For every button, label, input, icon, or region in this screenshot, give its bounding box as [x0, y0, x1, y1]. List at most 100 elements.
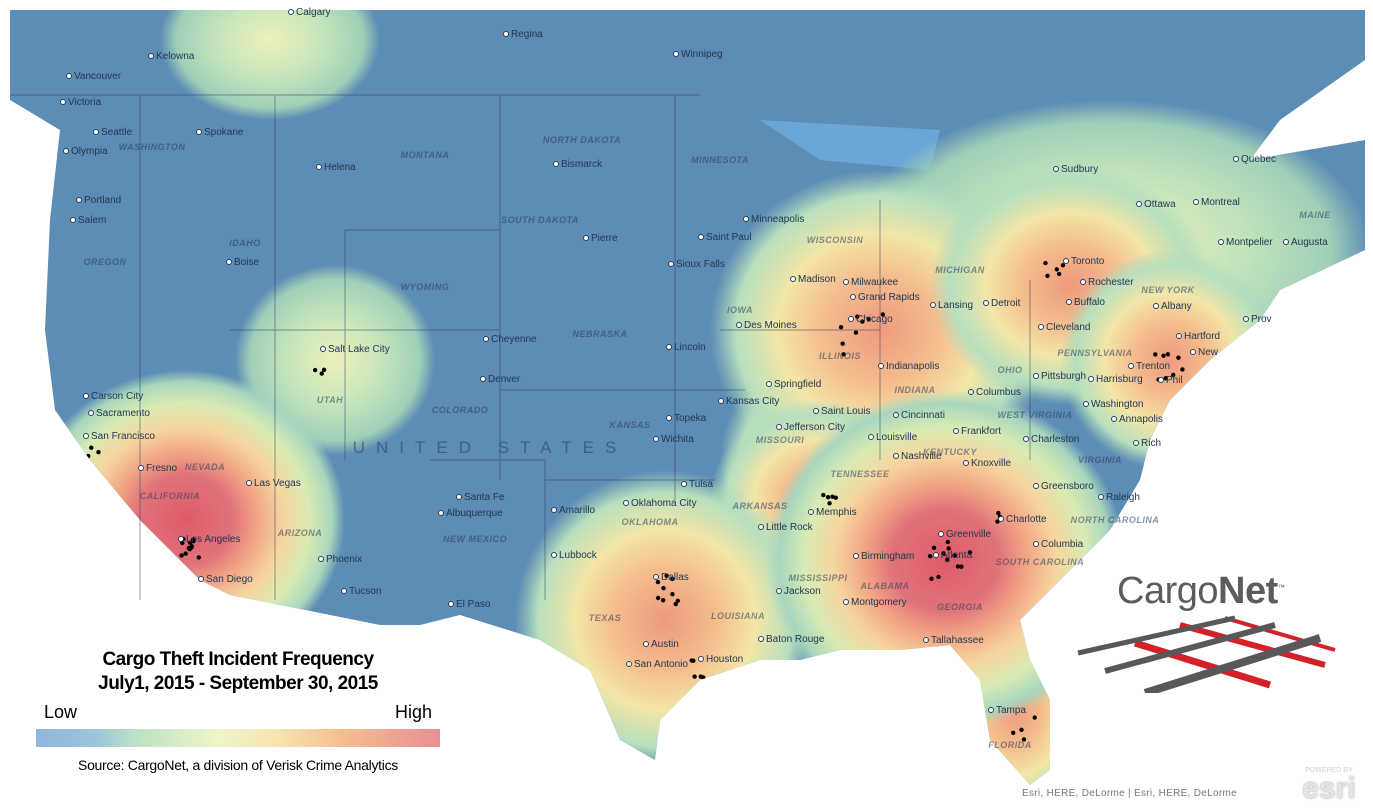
incident-dot[interactable]	[833, 495, 839, 500]
incident-dot[interactable]	[853, 330, 859, 335]
city-label[interactable]: Portland	[76, 195, 121, 206]
incident-dot[interactable]	[1161, 353, 1166, 358]
city-label[interactable]: Jackson	[776, 586, 821, 597]
incident-dot[interactable]	[655, 595, 661, 601]
city-label[interactable]: Austin	[643, 639, 679, 650]
city-label[interactable]: Quebec	[1233, 154, 1276, 165]
city-label[interactable]: Amarillo	[551, 505, 595, 516]
city-label[interactable]: Victoria	[60, 97, 101, 108]
incident-dot[interactable]	[179, 553, 184, 558]
city-label[interactable]: Salem	[70, 215, 106, 226]
incident-dot[interactable]	[1021, 737, 1027, 742]
city-label[interactable]: Memphis	[808, 507, 857, 518]
incident-dot[interactable]	[321, 367, 327, 372]
city-label[interactable]: Albany	[1153, 301, 1192, 312]
incident-dot[interactable]	[89, 445, 94, 450]
city-label[interactable]: Rich	[1133, 438, 1161, 449]
city-label[interactable]: Pittsburgh	[1033, 371, 1086, 382]
city-label[interactable]: Chicago	[848, 314, 893, 325]
city-label[interactable]: Cheyenne	[483, 334, 537, 345]
city-label[interactable]: Sioux Falls	[668, 259, 725, 270]
incident-dot[interactable]	[1032, 715, 1037, 720]
incident-dot[interactable]	[929, 576, 934, 581]
incident-dot[interactable]	[698, 674, 703, 679]
city-label[interactable]: Indianapolis	[878, 361, 939, 372]
city-label[interactable]: Trenton	[1128, 361, 1170, 372]
city-label[interactable]: Toronto	[1063, 256, 1104, 267]
incident-dot[interactable]	[675, 598, 681, 604]
city-label[interactable]: San Diego	[198, 574, 253, 585]
city-label[interactable]: Minneapolis	[743, 214, 804, 225]
city-label[interactable]: Milwaukee	[843, 277, 898, 288]
city-label[interactable]: Frankfort	[953, 426, 1001, 437]
city-label[interactable]: Hartford	[1176, 331, 1220, 342]
city-label[interactable]: Tallahassee	[923, 635, 984, 646]
city-label[interactable]: Boise	[226, 257, 259, 268]
city-label[interactable]: Buffalo	[1066, 297, 1105, 308]
incident-dot[interactable]	[670, 592, 675, 597]
city-label[interactable]: Greenville	[938, 529, 991, 540]
city-label[interactable]: Washington	[1083, 399, 1143, 410]
city-label[interactable]: Montpelier	[1218, 237, 1273, 248]
city-label[interactable]: Los Angeles	[178, 534, 241, 545]
city-label[interactable]: Kansas City	[718, 396, 779, 407]
city-label[interactable]: Olympia	[63, 146, 108, 157]
incident-dot[interactable]	[825, 494, 831, 500]
incident-dot[interactable]	[959, 564, 964, 569]
city-label[interactable]: Madison	[790, 274, 836, 285]
city-label[interactable]: Spokane	[196, 127, 243, 138]
city-label[interactable]: Charlotte	[998, 514, 1047, 525]
city-label[interactable]: Columbia	[1033, 539, 1083, 550]
incident-dot[interactable]	[319, 371, 324, 376]
city-label[interactable]: Augusta	[1283, 237, 1328, 248]
city-label[interactable]: Harrisburg	[1088, 374, 1143, 385]
city-label[interactable]: Lincoln	[666, 342, 706, 353]
city-label[interactable]: Sudbury	[1053, 164, 1098, 175]
incident-dot[interactable]	[1054, 267, 1059, 272]
city-label[interactable]: Greensboro	[1033, 481, 1094, 492]
city-label[interactable]: Salt Lake City	[320, 344, 390, 355]
city-label[interactable]: Tulsa	[681, 479, 713, 490]
city-label[interactable]: Topeka	[666, 413, 706, 424]
incident-dot[interactable]	[1176, 355, 1181, 360]
city-label[interactable]: Houston	[698, 654, 743, 665]
incident-dot[interactable]	[827, 501, 832, 506]
incident-dot[interactable]	[1180, 367, 1185, 372]
esri-badge[interactable]: POWERED BY esri	[1296, 766, 1362, 804]
city-label[interactable]: Santa Fe	[456, 492, 505, 503]
city-label[interactable]: Raleigh	[1098, 492, 1140, 503]
city-label[interactable]: Oklahoma City	[623, 498, 697, 509]
incident-dot[interactable]	[1045, 273, 1050, 279]
city-label[interactable]: New	[1190, 347, 1218, 358]
city-label[interactable]: Carson City	[83, 391, 143, 402]
city-label[interactable]: Cleveland	[1038, 322, 1090, 333]
city-label[interactable]: Kelowna	[148, 51, 194, 62]
city-label[interactable]: Knoxville	[963, 458, 1011, 469]
city-label[interactable]: Helena	[316, 162, 356, 173]
city-label[interactable]: Montreal	[1193, 197, 1240, 208]
incident-dot[interactable]	[931, 545, 937, 551]
city-label[interactable]: Winnipeg	[673, 49, 723, 60]
incident-dot[interactable]	[183, 551, 188, 556]
city-label[interactable]: Cincinnati	[893, 410, 945, 421]
incident-dot[interactable]	[1043, 260, 1048, 266]
incident-dot[interactable]	[96, 450, 101, 455]
incident-dot[interactable]	[945, 539, 951, 545]
city-label[interactable]: Pierre	[583, 233, 618, 244]
incident-dot[interactable]	[841, 352, 846, 357]
city-label[interactable]: Montgomery	[843, 597, 907, 608]
city-label[interactable]: Tucson	[341, 586, 381, 597]
city-label[interactable]: Ottawa	[1136, 199, 1176, 210]
city-label[interactable]: Little Rock	[758, 522, 813, 533]
incident-dot[interactable]	[196, 555, 201, 560]
city-label[interactable]: Baton Rouge	[758, 634, 824, 645]
city-label[interactable]: Charleston	[1023, 434, 1079, 445]
incident-dot[interactable]	[312, 367, 318, 373]
incident-dot[interactable]	[1056, 271, 1062, 277]
city-label[interactable]: Las Vegas	[246, 478, 301, 489]
city-label[interactable]: Birmingham	[853, 551, 914, 562]
incident-dot[interactable]	[927, 553, 933, 559]
incident-dot[interactable]	[673, 601, 678, 607]
incident-dot[interactable]	[821, 492, 826, 498]
